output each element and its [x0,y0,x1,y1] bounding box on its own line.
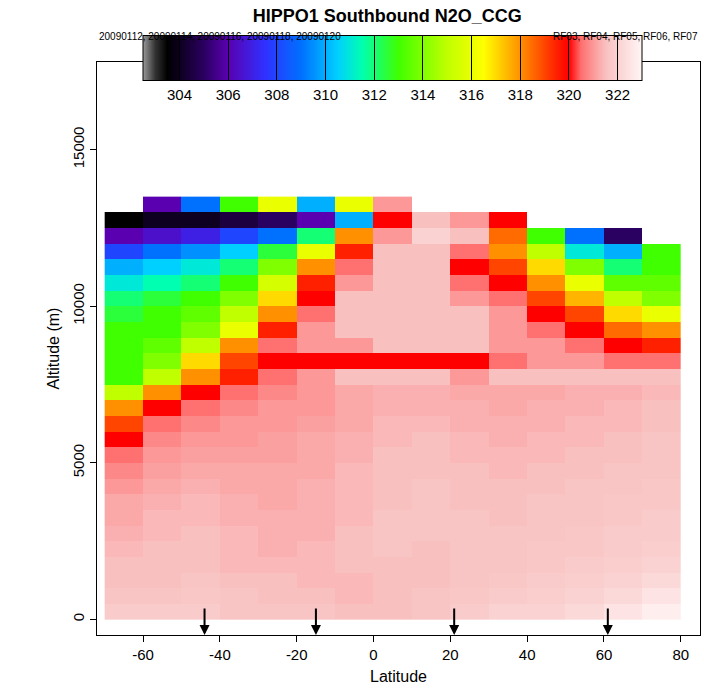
svg-text:314: 314 [410,86,435,103]
svg-text:306: 306 [216,86,241,103]
svg-text:Latitude: Latitude [370,668,427,685]
svg-text:322: 322 [605,86,630,103]
svg-text:Altitude (m): Altitude (m) [45,308,62,390]
svg-text:5000: 5000 [70,444,87,477]
svg-text:HIPPO1 Southbound N2O_CCG: HIPPO1 Southbound N2O_CCG [253,6,522,26]
svg-text:0: 0 [70,613,87,621]
svg-text:312: 312 [362,86,387,103]
svg-text:10000: 10000 [70,283,87,325]
svg-text:0: 0 [369,646,377,663]
svg-text:316: 316 [459,86,484,103]
svg-text:-60: -60 [132,646,154,663]
svg-text:304: 304 [167,86,192,103]
svg-text:320: 320 [556,86,581,103]
svg-text:60: 60 [596,646,613,663]
svg-text:20: 20 [442,646,459,663]
svg-text:-20: -20 [286,646,308,663]
svg-text:308: 308 [264,86,289,103]
svg-text:15000: 15000 [70,127,87,169]
svg-text:20090112, 20090114, 20090116,: 20090112, 20090114, 20090116, 20090118, … [99,31,341,42]
svg-text:318: 318 [508,86,533,103]
svg-text:-40: -40 [209,646,231,663]
svg-text:RF03, RF04, RF05, RF06, RF07: RF03, RF04, RF05, RF06, RF07 [553,31,698,42]
svg-text:310: 310 [313,86,338,103]
svg-text:80: 80 [672,646,689,663]
svg-text:40: 40 [519,646,536,663]
